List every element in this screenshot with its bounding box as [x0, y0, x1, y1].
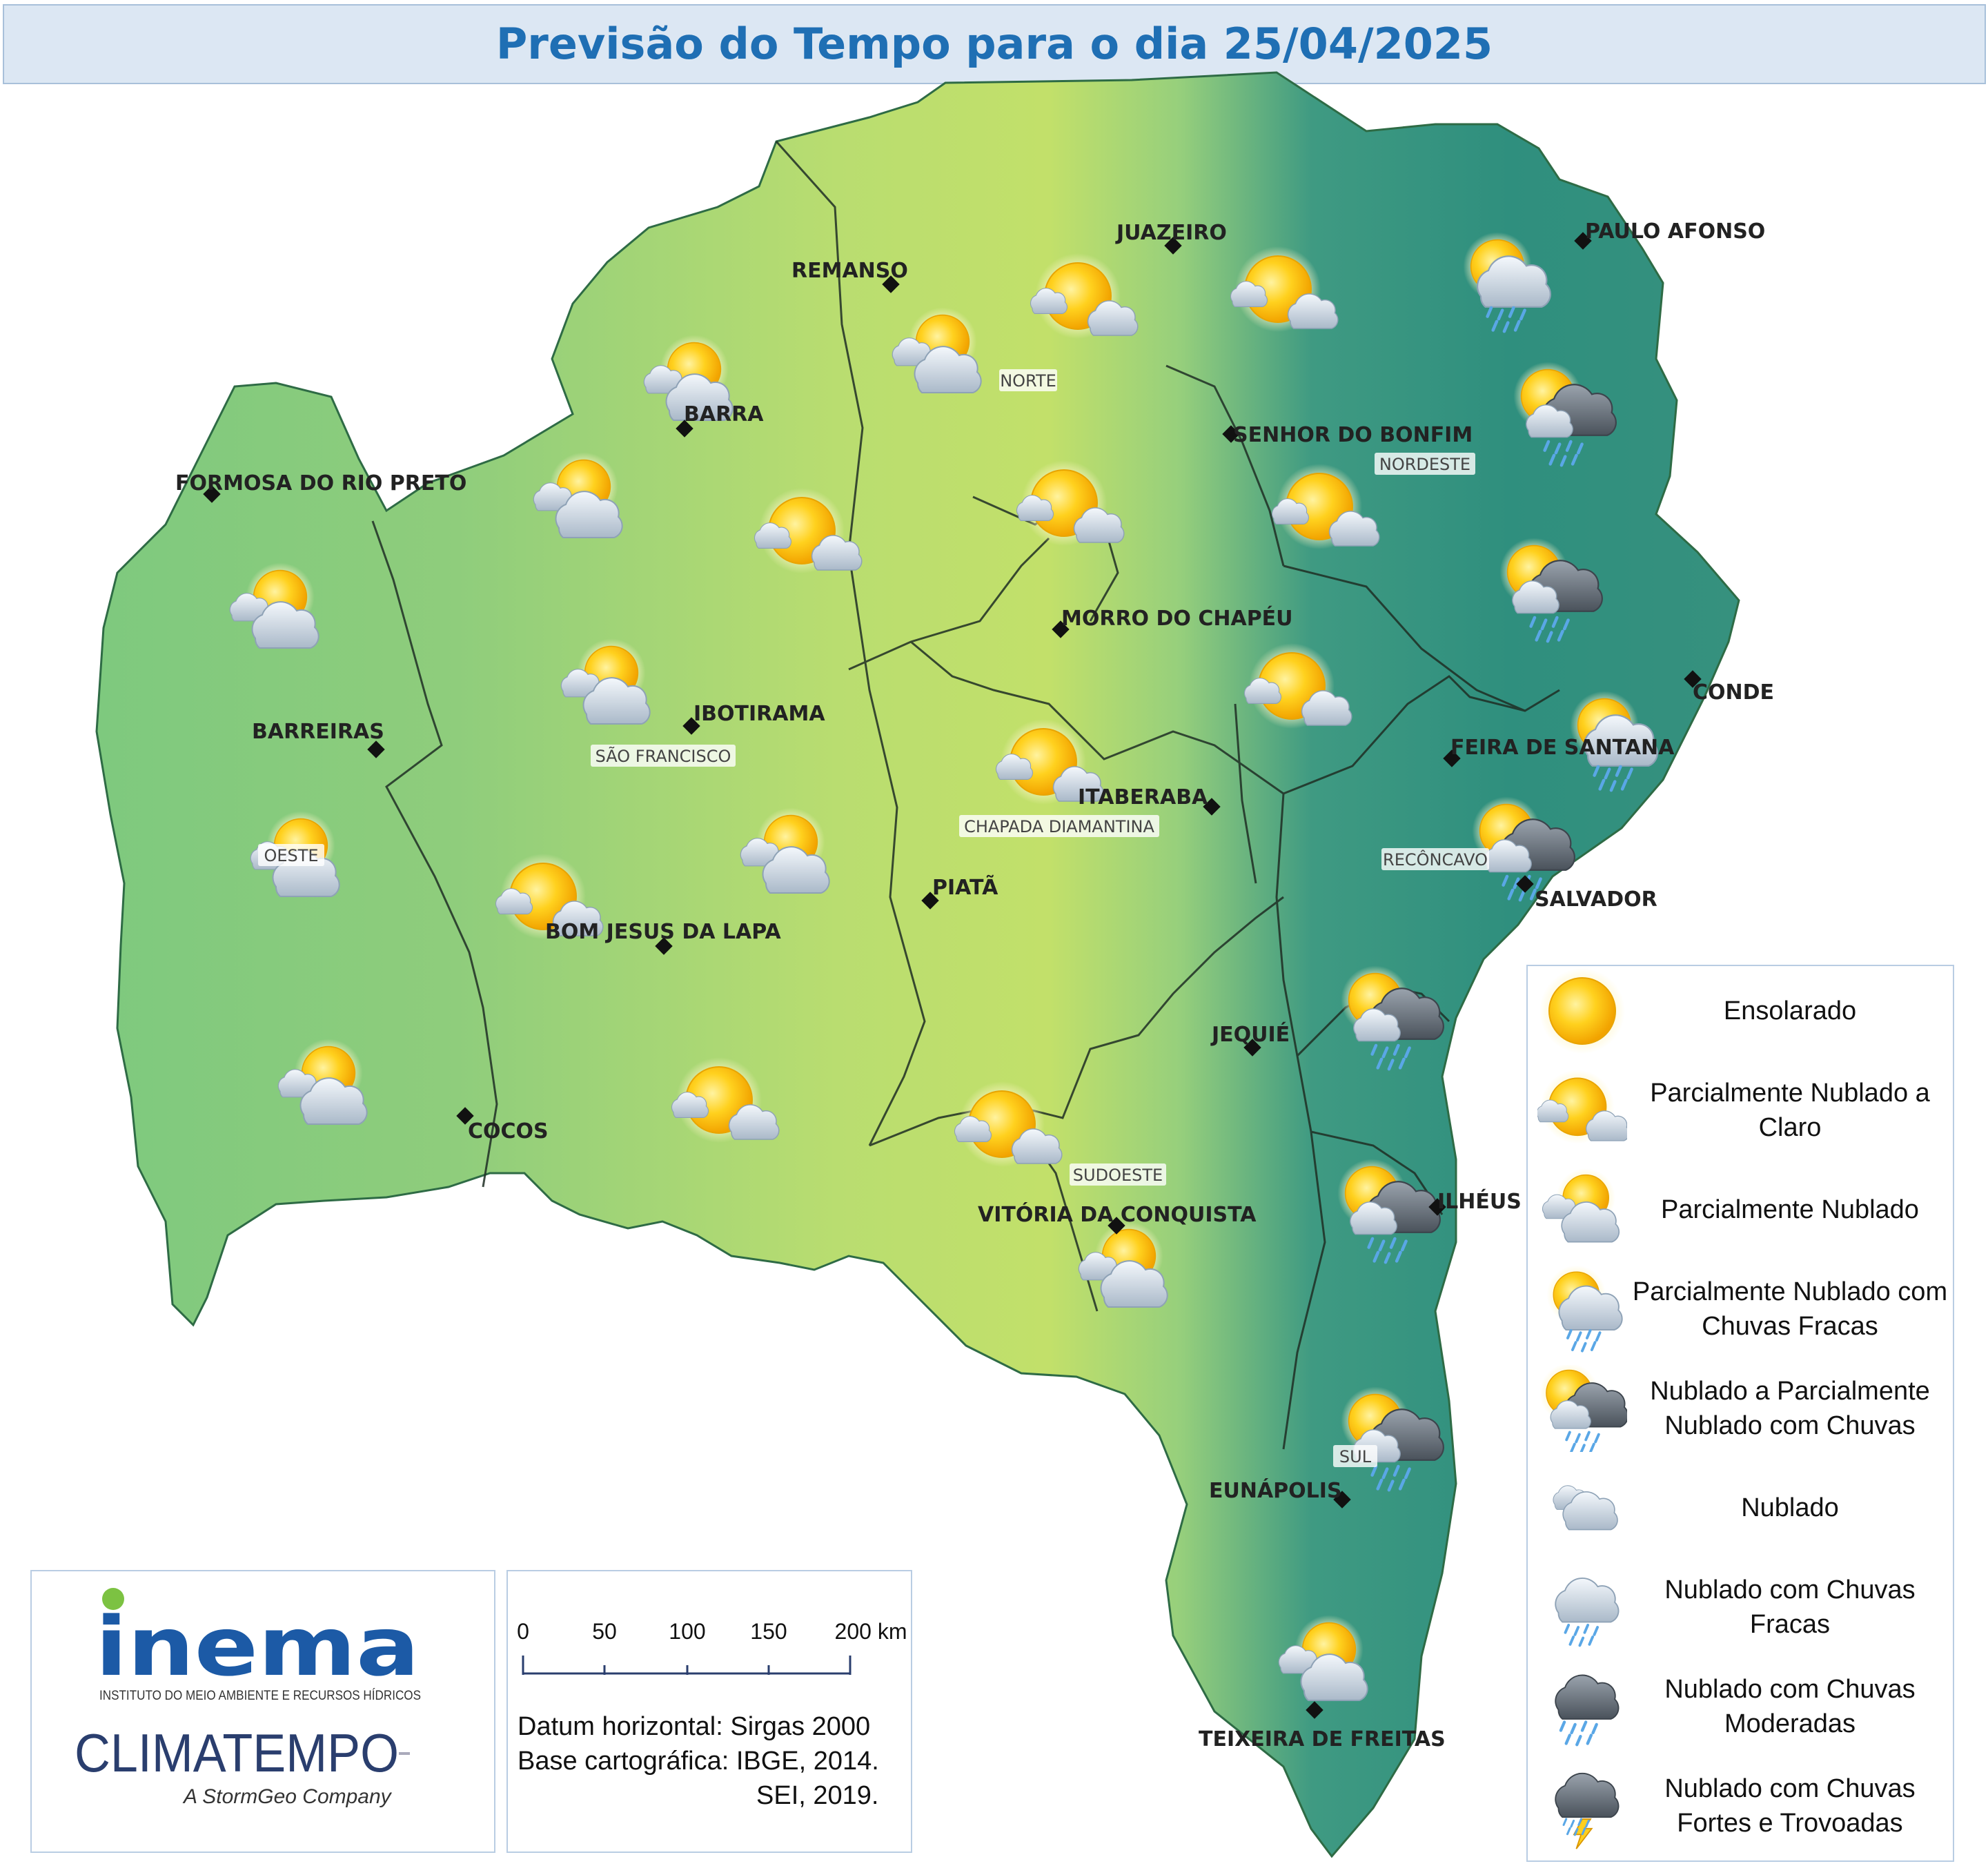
credit-datum: Datum horizontal: Sirgas 2000 — [518, 1712, 871, 1741]
nublado-com-chuvas-fracas-icon — [1537, 1564, 1627, 1651]
legend-item: Nublado — [1528, 1463, 1956, 1553]
region-label: SUDOESTE — [1073, 1166, 1163, 1185]
legend-item: Nublado com Chuvas Moderadas — [1528, 1662, 1956, 1751]
city-label: ILHÉUS — [1437, 1189, 1522, 1214]
scale-tick-label: 50 — [592, 1619, 617, 1644]
city-label: REMANSO — [791, 259, 908, 283]
city-labels: PAULO AFONSO JUAZEIRO REMANSO BARRA SENH… — [175, 219, 1774, 1751]
legend: Ensolarado Parcialmente Nublado a Claro … — [1526, 965, 1954, 1862]
nublado-com-chuvas-moderadas-icon — [1537, 1663, 1627, 1750]
region-label: NORTE — [1000, 371, 1056, 391]
title-bar: Previsão do Tempo para o dia 25/04/2025 — [3, 4, 1986, 84]
legend-label: Parcialmente Nublado com Chuvas Fracas — [1632, 1277, 1948, 1341]
region-label: SUL — [1339, 1447, 1372, 1466]
inema-logo-subtitle: INSTITUTO DO MEIO AMBIENTE E RECURSOS HÍ… — [99, 1689, 421, 1703]
legend-item: Nublado com Chuvas Fortes e Trovoadas — [1528, 1761, 1956, 1851]
scale-bar: 0 50 100 150 200 km — [517, 1619, 907, 1675]
scale-tick-label: 150 — [750, 1619, 787, 1644]
city-label: FORMOSA DO RIO PRETO — [175, 471, 466, 495]
region-labels: NORTE NORDESTE SÃO FRANCISCO CHAPADA DIA… — [258, 369, 1489, 1467]
city-label: PAULO AFONSO — [1585, 219, 1765, 244]
legend-label: Nublado — [1741, 1493, 1839, 1522]
city-label: IBOTIRAMA — [693, 702, 825, 726]
parcialmente-nublado-com-chuvas-fracas-icon — [1537, 1266, 1627, 1353]
city-label: JEQUIÉ — [1210, 1022, 1290, 1047]
region-label: NORDESTE — [1379, 455, 1470, 474]
legend-label: Nublado com Chuvas Moderadas — [1664, 1675, 1916, 1738]
legend-label: Parcialmente Nublado — [1661, 1195, 1919, 1224]
inema-logo-text: inema — [95, 1599, 420, 1694]
parcialmente-nublado-a-claro-icon — [1537, 1067, 1627, 1154]
region-label: RECÔNCAVO — [1383, 849, 1488, 870]
city-label: BOM JESUS DA LAPA — [545, 920, 781, 944]
city-label: PIATÃ — [932, 874, 998, 900]
scale-line — [522, 1656, 852, 1675]
region-label: CHAPADA DIAMANTINA — [964, 817, 1154, 836]
ensolarado-icon — [1537, 968, 1627, 1054]
city-label: CONDE — [1693, 680, 1774, 705]
legend-label: Nublado a Parcialmente Nublado com Chuva… — [1650, 1377, 1930, 1440]
legend-label: Nublado com Chuvas Fortes e Trovoadas — [1664, 1774, 1916, 1838]
city-label: COCOS — [468, 1119, 549, 1143]
legend-item: Nublado a Parcialmente Nublado com Chuva… — [1528, 1364, 1956, 1453]
legend-item: Nublado com Chuvas Fracas — [1528, 1562, 1956, 1652]
city-label: ITABERABA — [1078, 785, 1208, 809]
climatempo-logo-text: CLIMATEMPO — [75, 1722, 399, 1783]
city-label: SENHOR DO BONFIM — [1233, 423, 1473, 447]
legend-label: Nublado com Chuvas Fracas — [1664, 1575, 1916, 1639]
legend-item: Parcialmente Nublado a Claro — [1528, 1065, 1956, 1155]
legend-label: Ensolarado — [1723, 996, 1857, 1025]
nublado-icon — [1537, 1464, 1627, 1551]
city-label: JUAZEIRO — [1115, 221, 1227, 245]
legend-item: Parcialmente Nublado — [1528, 1165, 1956, 1255]
scale-box: 0 50 100 150 200 km Datum horizontal: Si… — [506, 1570, 912, 1853]
scale-tick-label: 200 km — [835, 1619, 907, 1644]
legend-item: Ensolarado — [1528, 966, 1956, 1056]
climatempo-tagline: A StormGeo Company — [182, 1785, 393, 1808]
city-label: MORRO DO CHAPÉU — [1061, 606, 1293, 631]
city-label: FEIRA DE SANTANA — [1450, 736, 1675, 760]
region-label: SÃO FRANCISCO — [596, 745, 731, 766]
city-label: VITÓRIA DA CONQUISTA — [978, 1201, 1257, 1227]
logo-box: inema INSTITUTO DO MEIO AMBIENTE E RECUR… — [30, 1570, 495, 1853]
city-label: BARREIRAS — [252, 720, 384, 744]
region-label: OESTE — [264, 846, 318, 865]
legend-label: Parcialmente Nublado a Claro — [1650, 1079, 1930, 1142]
credit-sei: SEI, 2019. — [756, 1781, 879, 1810]
map-title: Previsão do Tempo para o dia 25/04/2025 — [495, 19, 1493, 69]
scale-tick-label: 0 — [517, 1619, 529, 1644]
nublado-a-parcialmente-nublado-com-chuvas-icon — [1537, 1365, 1627, 1452]
logos: inema INSTITUTO DO MEIO AMBIENTE E RECUR… — [75, 1588, 421, 1808]
city-label: TEIXEIRA DE FREITAS — [1199, 1727, 1446, 1751]
city-label: SALVADOR — [1535, 887, 1657, 912]
city-label: BARRA — [684, 402, 764, 426]
nublado-com-chuvas-fortes-e-trovoadas-icon — [1537, 1762, 1627, 1849]
credit-base: Base cartográfica: IBGE, 2014. — [518, 1747, 879, 1776]
parcialmente-nublado-icon — [1537, 1166, 1627, 1253]
city-label: EUNÁPOLIS — [1209, 1478, 1342, 1503]
scale-tick-label: 100 — [669, 1619, 705, 1644]
legend-item: Parcialmente Nublado com Chuvas Fracas — [1528, 1264, 1956, 1354]
inema-dot-icon — [102, 1588, 124, 1610]
credits: Datum horizontal: Sirgas 2000 Base carto… — [518, 1709, 879, 1813]
